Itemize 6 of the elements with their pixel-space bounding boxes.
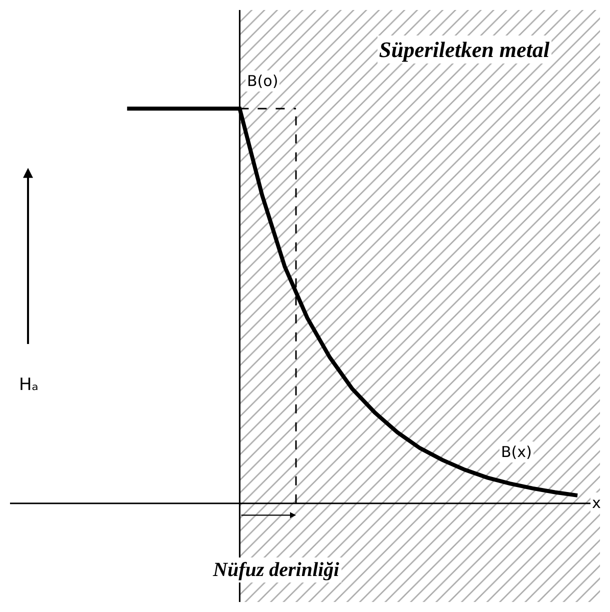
text: Nüfuz derinliği — [212, 559, 340, 581]
text: B(o) — [247, 72, 278, 90]
annotation: B(x) — [501, 443, 532, 461]
text: Süperiletken metal — [379, 37, 550, 62]
text: Hₐ — [19, 375, 38, 395]
text: x — [592, 494, 601, 512]
